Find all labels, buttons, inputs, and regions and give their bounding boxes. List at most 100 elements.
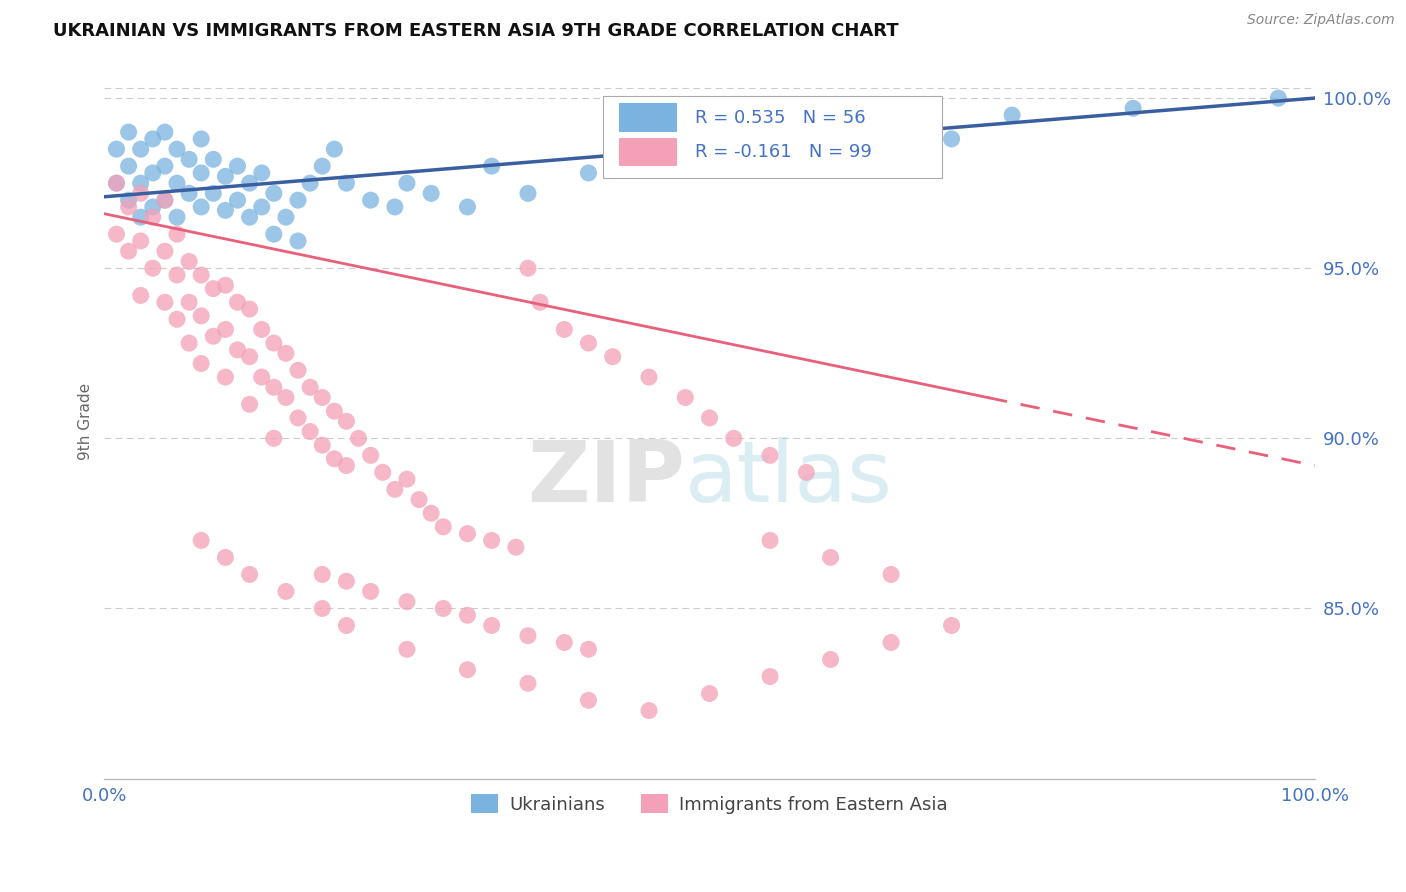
Point xyxy=(432,520,454,534)
Point xyxy=(323,142,346,156)
Point xyxy=(142,261,165,276)
Point xyxy=(759,533,782,548)
Point xyxy=(553,322,575,336)
Point xyxy=(578,336,600,351)
Point xyxy=(129,288,152,302)
Y-axis label: 9th Grade: 9th Grade xyxy=(79,383,93,460)
Point xyxy=(202,329,225,343)
Point xyxy=(311,601,333,615)
Point xyxy=(456,663,478,677)
Point xyxy=(250,322,273,336)
Point xyxy=(190,166,212,180)
Point xyxy=(226,159,249,173)
Point xyxy=(214,169,236,184)
Point xyxy=(214,370,236,384)
Point xyxy=(190,533,212,548)
Point xyxy=(517,676,540,690)
Point xyxy=(153,125,176,139)
Point xyxy=(360,448,382,462)
Point xyxy=(239,210,262,224)
Point xyxy=(335,414,357,428)
Point xyxy=(335,176,357,190)
Point xyxy=(117,244,139,259)
Point xyxy=(699,687,721,701)
Point xyxy=(553,635,575,649)
Point xyxy=(129,210,152,224)
Point xyxy=(190,309,212,323)
Point xyxy=(177,153,200,167)
Point xyxy=(408,492,430,507)
Point xyxy=(202,153,225,167)
Point xyxy=(117,200,139,214)
Point xyxy=(177,186,200,201)
Point xyxy=(335,458,357,473)
Point xyxy=(299,380,322,394)
Point xyxy=(239,397,262,411)
Point xyxy=(190,356,212,370)
Point xyxy=(820,652,842,666)
Point xyxy=(699,411,721,425)
Point xyxy=(202,282,225,296)
Point xyxy=(177,254,200,268)
Point xyxy=(190,200,212,214)
Point xyxy=(226,193,249,207)
Point xyxy=(117,125,139,139)
Point xyxy=(117,193,139,207)
Point xyxy=(274,346,297,360)
Point xyxy=(456,608,478,623)
Point xyxy=(105,142,128,156)
Text: UKRAINIAN VS IMMIGRANTS FROM EASTERN ASIA 9TH GRADE CORRELATION CHART: UKRAINIAN VS IMMIGRANTS FROM EASTERN ASI… xyxy=(53,22,898,40)
Point xyxy=(602,350,624,364)
Point xyxy=(299,425,322,439)
Point xyxy=(1267,91,1289,105)
Point xyxy=(505,540,527,554)
Point xyxy=(481,618,503,632)
Point xyxy=(214,278,236,293)
Point xyxy=(166,268,188,282)
Text: R = 0.535   N = 56: R = 0.535 N = 56 xyxy=(695,109,866,127)
Point xyxy=(129,176,152,190)
Point xyxy=(105,176,128,190)
Point xyxy=(190,132,212,146)
Point xyxy=(880,567,903,582)
Point xyxy=(153,193,176,207)
Point xyxy=(250,370,273,384)
Point xyxy=(335,618,357,632)
Point xyxy=(673,391,696,405)
Point xyxy=(311,159,333,173)
Point xyxy=(578,693,600,707)
Point xyxy=(395,642,418,657)
Point xyxy=(153,159,176,173)
Point xyxy=(117,159,139,173)
Point xyxy=(250,200,273,214)
Point xyxy=(384,483,406,497)
Point xyxy=(941,132,963,146)
Point xyxy=(323,451,346,466)
Point xyxy=(796,466,818,480)
Point xyxy=(456,200,478,214)
Point xyxy=(274,584,297,599)
Point xyxy=(239,567,262,582)
Point xyxy=(166,210,188,224)
Point xyxy=(214,203,236,218)
Point xyxy=(1122,101,1144,115)
Point xyxy=(214,322,236,336)
Point xyxy=(759,669,782,683)
Point xyxy=(263,380,285,394)
Point xyxy=(941,618,963,632)
Point xyxy=(395,472,418,486)
Point xyxy=(578,166,600,180)
FancyBboxPatch shape xyxy=(603,96,942,178)
Point xyxy=(481,159,503,173)
Point xyxy=(153,193,176,207)
Point xyxy=(274,391,297,405)
Point xyxy=(129,142,152,156)
Point xyxy=(371,466,394,480)
Point xyxy=(299,176,322,190)
Point xyxy=(263,227,285,242)
Point xyxy=(420,186,443,201)
Point xyxy=(432,601,454,615)
Point xyxy=(517,186,540,201)
Point xyxy=(166,142,188,156)
Point xyxy=(274,210,297,224)
